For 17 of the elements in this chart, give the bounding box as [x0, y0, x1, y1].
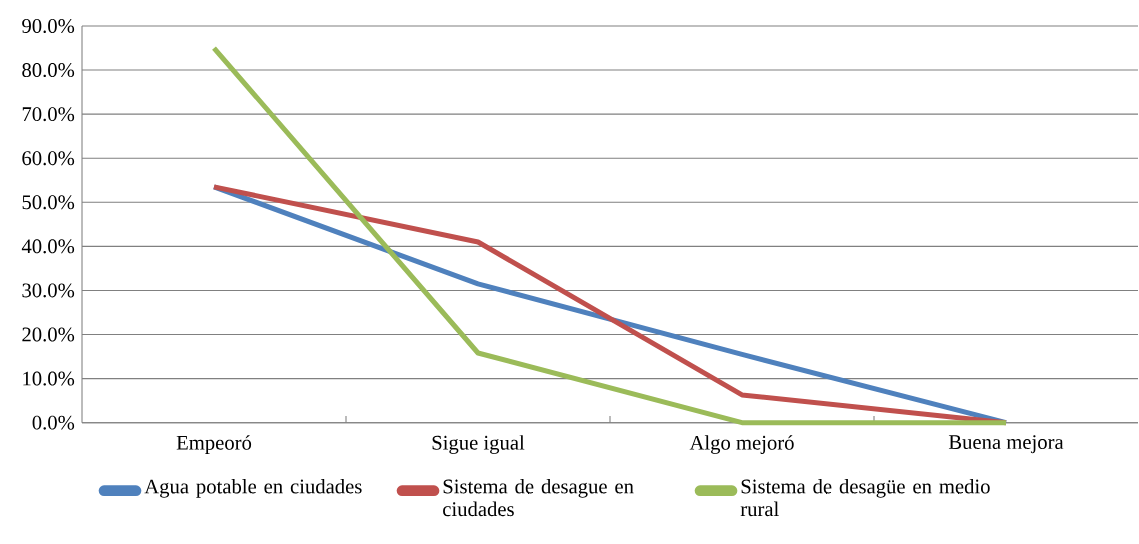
y-tick-label: 40.0% — [21, 239, 75, 254]
y-tick-label: 20.0% — [22, 327, 75, 342]
x-tick-label: Buena mejora — [948, 435, 1064, 454]
y-tick-label: 10.0% — [23, 371, 75, 386]
legend-label: Sistema de desague en ciudades — [443, 478, 634, 517]
y-tick-label: 80.0% — [22, 63, 75, 78]
legend-label: Agua potable en ciudades — [144, 478, 362, 498]
y-tick-label: 90.0% — [22, 18, 75, 34]
x-tick-label: Sigue igual — [432, 435, 525, 454]
y-tick-label: 30.0% — [22, 283, 75, 298]
x-tick-label: Algo mejoró — [689, 435, 794, 454]
y-tick-label: 0.0% — [32, 415, 75, 430]
x-tick-label: Empeoró — [176, 435, 252, 454]
y-tick-label: 60.0% — [22, 151, 75, 166]
y-tick-label: 70.0% — [22, 107, 75, 122]
y-tick-label: 50.0% — [22, 195, 75, 210]
legend-label: Sistema de desagüe en medio rural — [740, 478, 990, 517]
